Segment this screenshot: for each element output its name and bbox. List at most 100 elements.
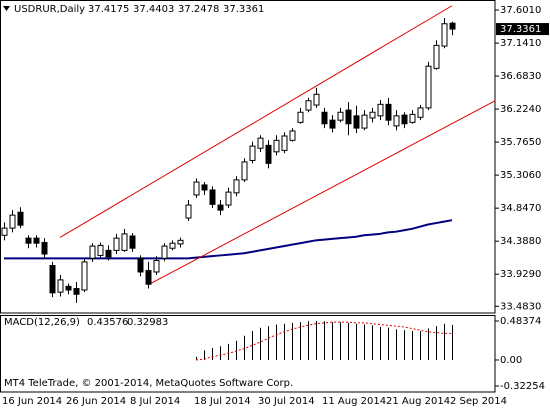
- candle-body: [265, 144, 272, 164]
- candle-body: [121, 233, 128, 251]
- candle-body: [9, 214, 16, 229]
- candle-body: [1, 227, 8, 236]
- candle-body: [153, 259, 160, 273]
- x-tick-label: 21 Aug 2014: [386, 396, 450, 407]
- x-tick-label: 16 Jun 2014: [2, 396, 62, 407]
- candle-body: [385, 103, 392, 121]
- candle-body: [401, 114, 408, 125]
- symbol-icon: [3, 6, 10, 11]
- copyright: MT4 TeleTrade, © 2001-2014, MetaQuotes S…: [4, 378, 293, 389]
- candle-body: [113, 237, 120, 251]
- x-tick-label: 11 Aug 2014: [322, 396, 386, 407]
- candle-body: [377, 103, 384, 117]
- candle-body: [201, 184, 208, 191]
- candle-body: [169, 242, 176, 249]
- close-value: 37.3361: [223, 4, 264, 15]
- candle-body: [353, 115, 360, 129]
- candle-body: [185, 204, 192, 219]
- y-tick-label: 34.3880: [500, 236, 541, 247]
- y-tick-label: 35.7650: [500, 137, 541, 148]
- candle-body: [105, 249, 112, 258]
- candle-body: [209, 189, 216, 205]
- candle-body: [137, 257, 144, 273]
- moving-average: [4, 219, 453, 260]
- y-tick-label: 36.6830: [500, 71, 541, 82]
- candle-body: [57, 279, 64, 293]
- y-tick-label: 34.8470: [500, 203, 541, 214]
- candle-body: [297, 111, 304, 123]
- y-tick-label: 35.3060: [500, 170, 541, 181]
- x-tick-label: 2 Sep 2014: [450, 396, 507, 407]
- candle-body: [241, 161, 248, 181]
- main-panel: [1, 5, 495, 303]
- candle-body: [281, 135, 288, 151]
- candle-body: [129, 235, 136, 249]
- high-value: 37.4403: [133, 4, 174, 15]
- candle-body: [97, 244, 104, 256]
- macd-value: 0.43576: [87, 317, 128, 328]
- candle-body: [313, 93, 320, 106]
- candle-body: [393, 115, 400, 127]
- candle-body: [369, 111, 376, 119]
- candle-body: [361, 114, 368, 129]
- candle-body: [65, 285, 72, 291]
- candle-body: [89, 245, 96, 259]
- y-tick-label: 0.00: [500, 355, 522, 366]
- y-tick-label: 37.1410: [500, 38, 541, 49]
- x-tick-label: 8 Jul 2014: [130, 396, 180, 407]
- chart-title: USDRUR,Daily: [14, 4, 85, 15]
- open-value: 37.4175: [88, 4, 129, 15]
- candle-body: [81, 261, 88, 291]
- y-tick-label: 37.6010: [500, 5, 541, 16]
- price-tag-label: 37.3361: [500, 24, 541, 35]
- x-tick-label: 30 Jul 2014: [258, 396, 315, 407]
- candle-body: [33, 237, 40, 244]
- candle-body: [449, 22, 456, 30]
- axes: 37.6010 37.1410 36.6830 36.2240 35.7650 35.30…: [2, 5, 549, 407]
- trend-line: [147, 100, 495, 286]
- candle-body: [233, 179, 240, 194]
- candle-body: [49, 265, 56, 294]
- candle-body: [257, 137, 264, 149]
- price-tag: [496, 23, 549, 36]
- y-tick-label: -0.32254: [500, 381, 545, 392]
- low-value: 37.2478: [178, 4, 219, 15]
- candle-body: [193, 181, 200, 196]
- candle-body: [337, 111, 344, 121]
- y-tick-label: 33.4830: [500, 301, 541, 312]
- candle-body: [273, 139, 280, 153]
- trend-line: [59, 5, 453, 238]
- signal-line: [195, 321, 453, 361]
- candle-body: [329, 119, 336, 129]
- x-tick-label: 18 Jul 2014: [194, 396, 251, 407]
- candle-body: [145, 270, 152, 285]
- y-tick-label: 36.2240: [500, 104, 541, 115]
- main-frame: [0, 0, 496, 314]
- candle-body: [441, 23, 448, 47]
- candle-body: [41, 241, 48, 255]
- candle-body: [289, 130, 296, 141]
- candle-body: [17, 211, 24, 226]
- candle-body: [217, 204, 224, 211]
- macd-frame: [0, 315, 496, 393]
- macd-title: MACD(12,26,9): [4, 317, 80, 328]
- candle-body: [25, 237, 32, 244]
- y-tick-label: 0.48374: [500, 316, 541, 327]
- candle-body: [161, 245, 168, 259]
- candle-body: [433, 44, 440, 69]
- candle-body: [177, 239, 184, 245]
- candle-body: [249, 145, 256, 161]
- candle-body: [225, 191, 232, 206]
- signal-value: 0.32983: [127, 317, 168, 328]
- candle-body: [321, 111, 328, 125]
- y-tick-label: 33.9290: [500, 269, 541, 280]
- candle-body: [417, 107, 424, 118]
- candle-body: [73, 288, 80, 295]
- candle-body: [425, 65, 432, 109]
- macd-panel: [195, 320, 453, 361]
- x-tick-label: 26 Jun 2014: [66, 396, 126, 407]
- candle-body: [409, 113, 416, 123]
- candle-body: [305, 100, 312, 111]
